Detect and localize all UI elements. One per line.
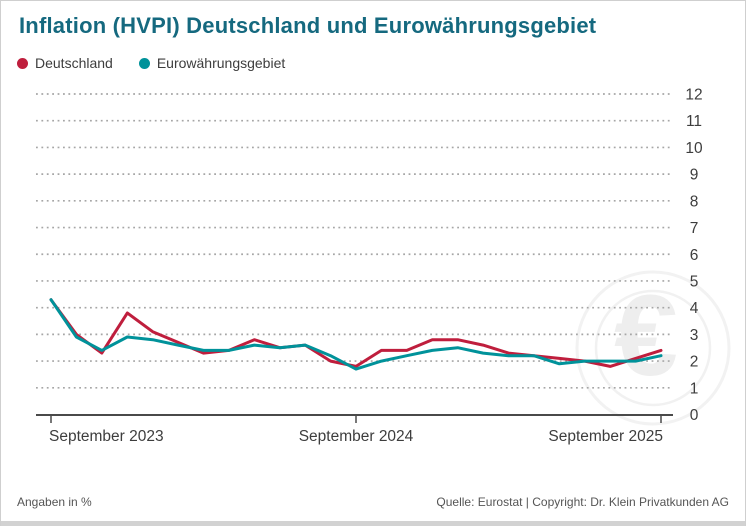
x-axis-label: September 2024 xyxy=(299,428,414,445)
y-axis-label: 12 xyxy=(685,87,702,104)
y-axis-label: 5 xyxy=(690,273,699,290)
source-copyright: Quelle: Eurostat | Copyright: Dr. Klein … xyxy=(436,495,729,509)
y-axis-label: 7 xyxy=(690,220,699,237)
y-axis-label: 11 xyxy=(686,113,702,130)
series-line-eurow-hrungsgebiet xyxy=(49,298,663,371)
x-axis-label: September 2023 xyxy=(49,428,164,445)
eurowaehrungsgebiet-series-dot-icon xyxy=(138,57,150,69)
chart-title: Inflation (HVPI) Deutschland und Eurowäh… xyxy=(19,13,597,38)
y-axis-label: 9 xyxy=(690,167,699,184)
x-axis-label: September 2025 xyxy=(548,428,663,445)
y-axis-label: 0 xyxy=(690,407,699,424)
legend-item-deutschland[interactable]: Deutschland xyxy=(17,55,113,71)
watermark-euro-icon: € xyxy=(614,272,678,400)
watermark-inner-ring xyxy=(594,289,712,407)
y-axis-label: 10 xyxy=(685,140,703,157)
unit-note: Angaben in % xyxy=(17,495,92,509)
legend-label-eurowaehrungsgebiet: Eurowährungsgebiet xyxy=(156,55,286,71)
series-line-deutschland xyxy=(49,298,663,368)
watermark-outer-ring xyxy=(575,270,731,426)
y-axis-label: 2 xyxy=(690,354,699,371)
deutschland-series-dot-icon xyxy=(17,57,28,69)
bottom-strip xyxy=(1,521,745,526)
y-axis-label: 8 xyxy=(690,193,699,210)
y-axis-label: 1 xyxy=(690,380,699,397)
y-axis-label: 6 xyxy=(690,247,699,264)
legend-item-eurowaehrungsgebiet[interactable]: Eurowährungsgebiet xyxy=(138,55,286,71)
y-axis-label: 4 xyxy=(690,300,699,317)
y-axis-label: 3 xyxy=(690,327,699,344)
chart-legend: Deutschland Eurowährungsgebiet xyxy=(17,55,285,71)
legend-label-deutschland: Deutschland xyxy=(35,55,113,71)
